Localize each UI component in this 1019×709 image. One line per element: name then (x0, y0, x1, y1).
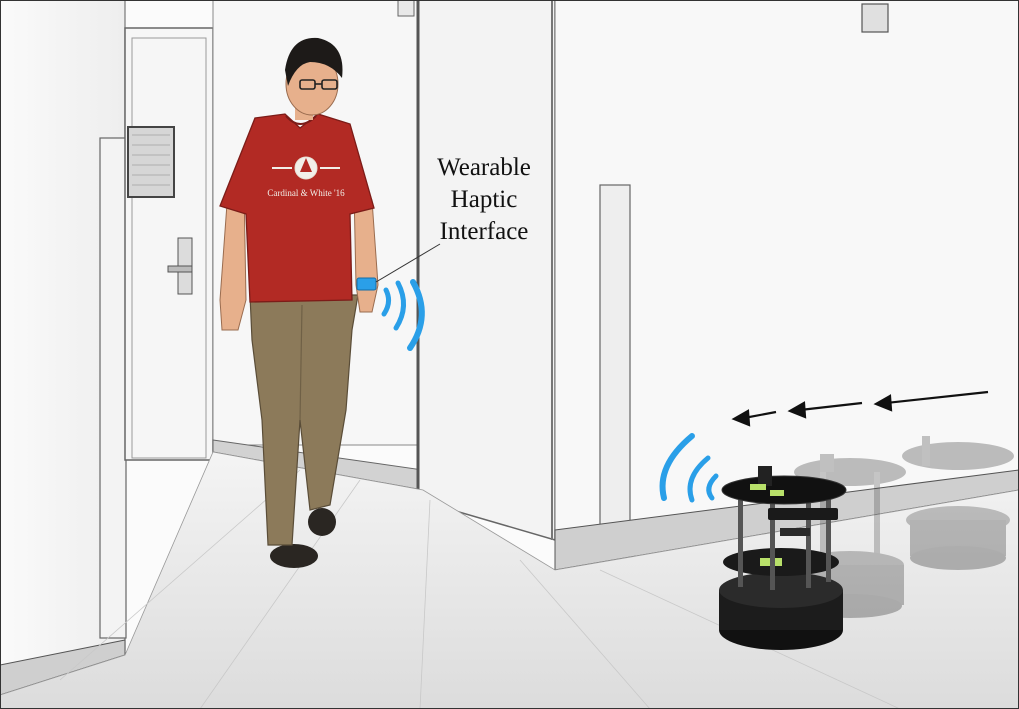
shirt-print-text: Cardinal & White '16 (267, 188, 345, 198)
label-line-3: Interface (439, 218, 529, 245)
haptic-wave-wrist-icon (381, 279, 425, 351)
label-line-2: Haptic (450, 186, 518, 213)
label-line-1: Wearable (437, 154, 531, 181)
motion-arrow-icon (873, 390, 989, 412)
annotation-leader-line (375, 243, 441, 283)
motion-arrow-icon (787, 401, 863, 419)
motion-arrows (731, 390, 989, 427)
person-walking: Cardinal & White '16 (219, 37, 379, 568)
motion-arrow-icon (731, 409, 777, 427)
robot-ghost-far (902, 436, 1014, 570)
wristband-device (356, 277, 377, 291)
haptic-wave-robot-icon (659, 433, 719, 503)
wearable-haptic-interface-label: Wearable Haptic Interface (404, 152, 564, 248)
mobile-robot (719, 466, 847, 650)
